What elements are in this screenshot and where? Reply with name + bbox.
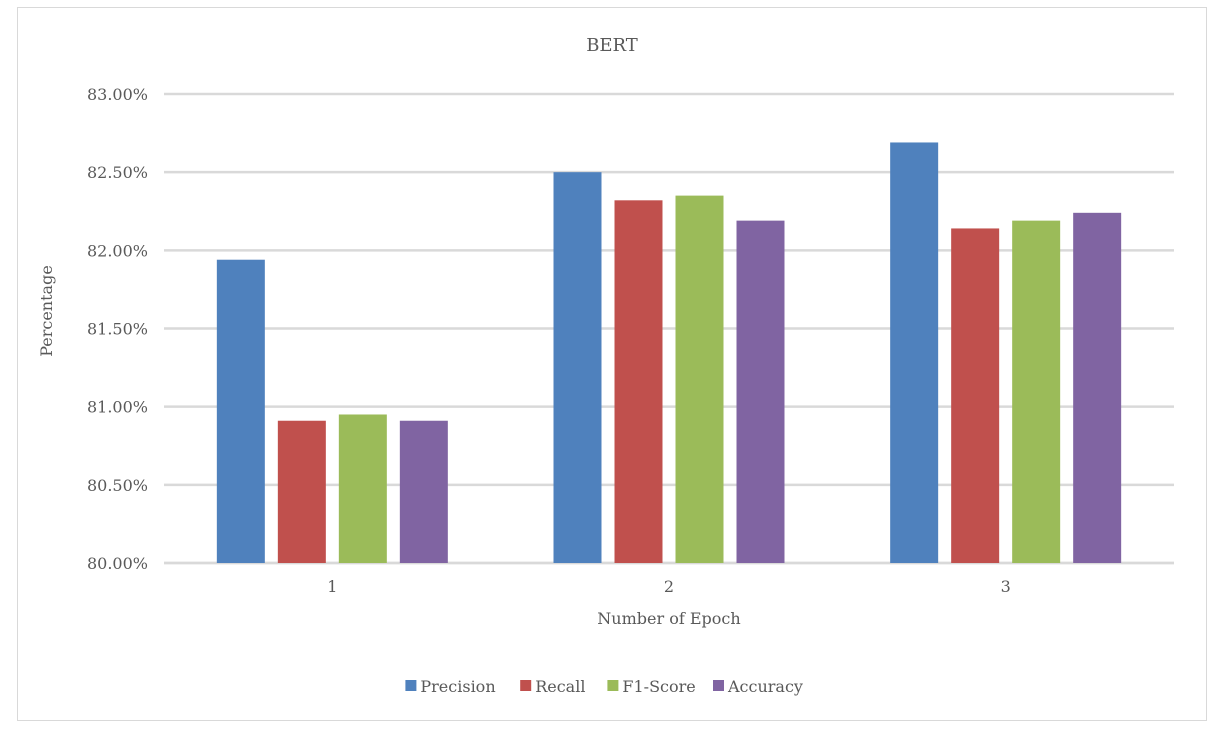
- legend-swatch: [713, 680, 724, 691]
- chart-title: BERT: [586, 35, 638, 56]
- bar-recall-1: [277, 420, 326, 563]
- y-tick-label: 80.00%: [87, 554, 148, 573]
- bar-recall-3: [951, 228, 1000, 564]
- legend-swatch: [607, 680, 619, 691]
- legend-swatch: [405, 680, 417, 691]
- gridlines: [164, 92, 1174, 565]
- bar-accuracy-2: [736, 220, 785, 563]
- bar-precision-1: [216, 259, 265, 563]
- bar-precision-2: [553, 172, 602, 563]
- legend-label: F1-Score: [622, 677, 695, 696]
- bar-recall-2: [614, 200, 663, 563]
- bar-accuracy-1: [399, 420, 448, 563]
- bar-precision-3: [890, 142, 939, 564]
- legend: Precision Recall F1-Score Accuracy: [405, 677, 803, 696]
- y-tick-label: 81.00%: [87, 398, 148, 417]
- x-tick-label: 2: [664, 577, 674, 596]
- bar-accuracy-3: [1073, 212, 1122, 563]
- legend-swatch: [520, 680, 532, 691]
- bar-f1-score-2: [675, 195, 724, 563]
- y-axis-label: Percentage: [37, 265, 56, 357]
- y-tick-label: 82.00%: [87, 241, 148, 260]
- chart-frame: [17, 7, 1207, 721]
- legend-label: Recall: [535, 677, 585, 696]
- y-tick-label: 82.50%: [87, 163, 148, 182]
- bar-f1-score-3: [1012, 220, 1061, 563]
- y-tick-label: 80.50%: [87, 476, 148, 495]
- x-tick-label: 3: [1001, 577, 1011, 596]
- y-tick-labels: 80.00% 80.50% 81.00% 81.50% 82.00% 82.50% 83.0…: [87, 85, 148, 573]
- y-tick-label: 81.50%: [87, 320, 148, 339]
- legend-label: Precision: [420, 677, 495, 696]
- bar-f1-score-1: [338, 414, 387, 563]
- legend-label: Accuracy: [727, 677, 803, 696]
- bars: [216, 142, 1122, 564]
- x-tick-label: 1: [327, 577, 337, 596]
- y-tick-label: 83.00%: [87, 85, 148, 104]
- x-tick-labels: 1 2 3: [327, 577, 1011, 596]
- x-axis-label: Number of Epoch: [597, 609, 740, 628]
